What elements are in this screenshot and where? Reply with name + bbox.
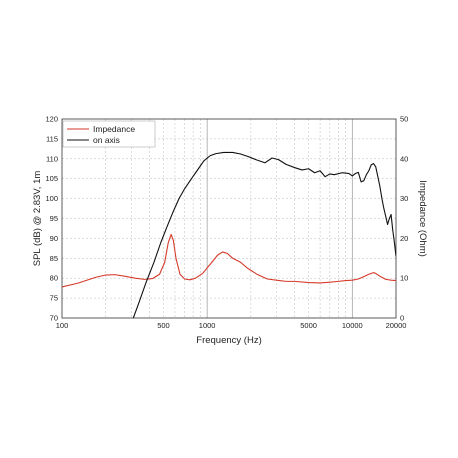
legend-label-impedance: Impedance: [93, 124, 135, 134]
y-tick-label: 70: [50, 314, 58, 323]
y-tick-label: 105: [45, 174, 58, 183]
y-tick-label: 80: [50, 274, 58, 283]
y2-tick-label: 0: [400, 314, 404, 323]
y-tick-label: 115: [46, 134, 58, 143]
y2-axis-title: Impedance (Ohm): [417, 180, 428, 257]
y-tick-label: 95: [50, 214, 58, 223]
y2-tick-labels: 0 10 20 30 40 50: [400, 115, 408, 323]
legend-label-on-axis: on axis: [93, 135, 120, 145]
x-tick-labels: 100 500 1000 5000 10000 20000: [56, 321, 407, 330]
y2-tick-label: 40: [400, 154, 408, 163]
y2-tick-label: 30: [400, 194, 408, 203]
x-tick-label: 500: [157, 321, 170, 330]
y-tick-label: 90: [50, 234, 58, 243]
series-lines: [62, 151, 396, 318]
x-tick-label: 20000: [386, 321, 407, 330]
legend: Impedance on axis: [62, 120, 156, 148]
y2-tick-label: 50: [400, 115, 408, 124]
y-tick-label: 110: [46, 154, 58, 163]
legend-box: [62, 120, 156, 148]
y-tick-label: 120: [45, 115, 58, 124]
y-tick-label: 85: [50, 254, 58, 263]
grid: [62, 119, 396, 318]
y2-tick-label: 20: [400, 234, 408, 243]
y2-tick-label: 10: [400, 274, 408, 283]
x-tick-label: 10000: [342, 321, 363, 330]
x-tick-label: 100: [56, 321, 69, 330]
plot-frame: [61, 118, 397, 319]
x-tick-label: 1000: [199, 321, 216, 330]
series-line-on-axis: [132, 151, 396, 318]
x-tick-label: 5000: [300, 321, 317, 330]
x-axis-title: Frequency (Hz): [196, 335, 261, 346]
y-axis-title: SPL (dB) @ 2.83V, 1m: [32, 171, 43, 267]
y-tick-label: 75: [50, 294, 58, 303]
series-line-impedance: [62, 233, 396, 288]
y-tick-label: 100: [45, 194, 58, 203]
y-tick-labels: 70 75 80 85 90 95 100 105 110 115 120: [45, 115, 58, 323]
